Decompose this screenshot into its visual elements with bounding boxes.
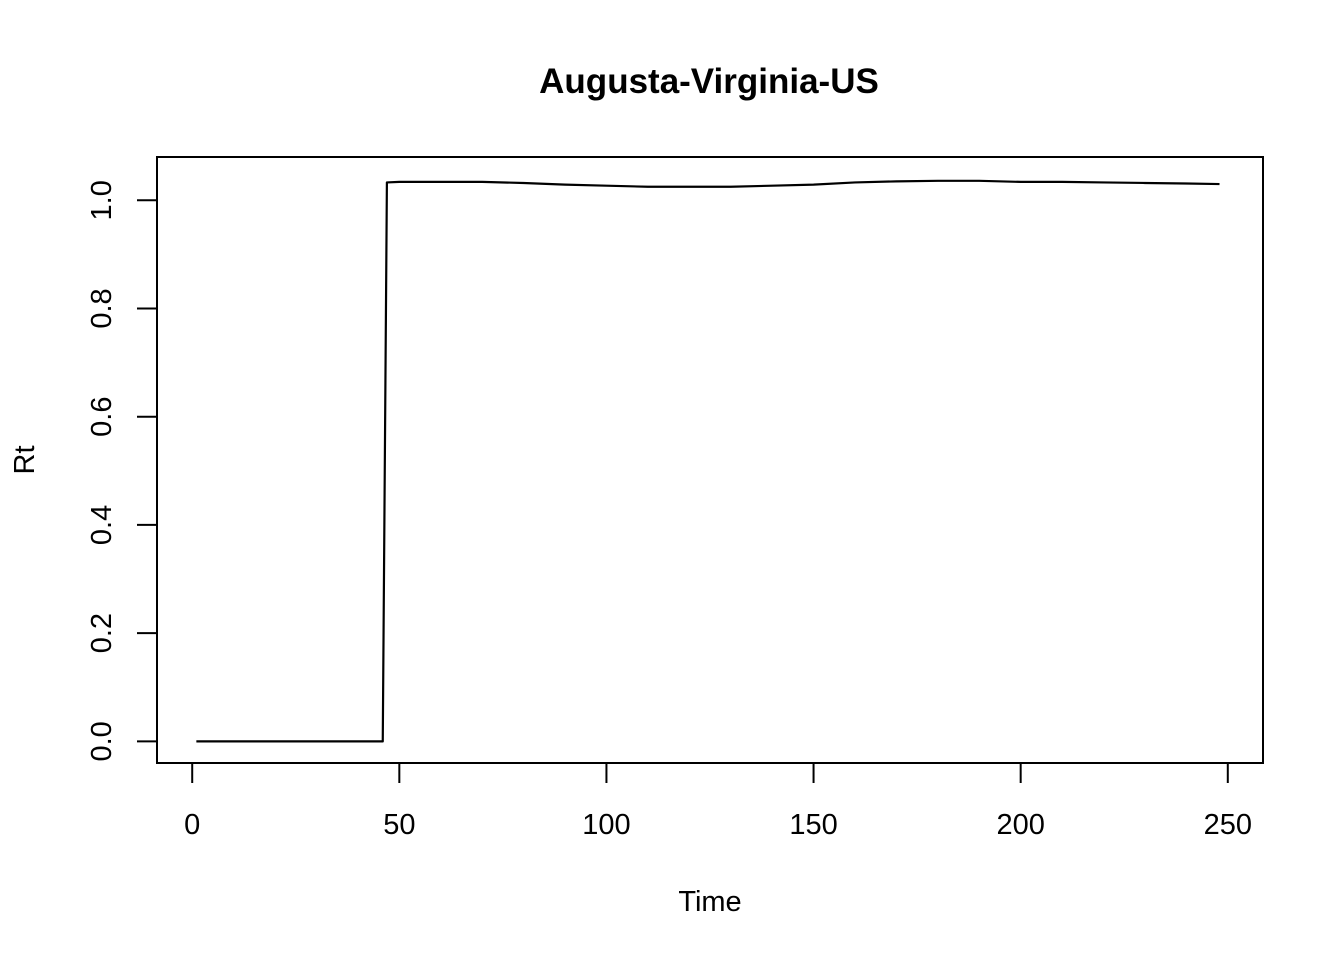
- x-axis-label: Time: [678, 886, 741, 918]
- y-tick-label: 1.0: [86, 180, 118, 220]
- y-tick-label: 0.8: [86, 288, 118, 328]
- chart-title: Augusta-Virginia-US: [539, 62, 879, 101]
- x-axis: 0 50 100 150 200 250: [184, 762, 1252, 841]
- y-tick-label: 0.2: [86, 613, 118, 653]
- x-tick-label: 250: [1204, 809, 1252, 841]
- y-tick-label: 0.6: [86, 397, 118, 437]
- x-tick-label: 50: [383, 809, 415, 841]
- x-tick-label: 100: [582, 809, 630, 841]
- x-tick-label: 150: [789, 809, 837, 841]
- y-tick-label: 0.0: [86, 721, 118, 761]
- y-tick-label: 0.4: [86, 505, 118, 545]
- x-tick-label: 200: [996, 809, 1044, 841]
- series-line: [196, 179, 1220, 743]
- y-axis: 0.0 0.2 0.4 0.6 0.8 1.0: [86, 180, 158, 762]
- series-layer: [196, 179, 1220, 743]
- y-axis-label: Rt: [9, 446, 41, 475]
- x-tick-label: 0: [184, 809, 200, 841]
